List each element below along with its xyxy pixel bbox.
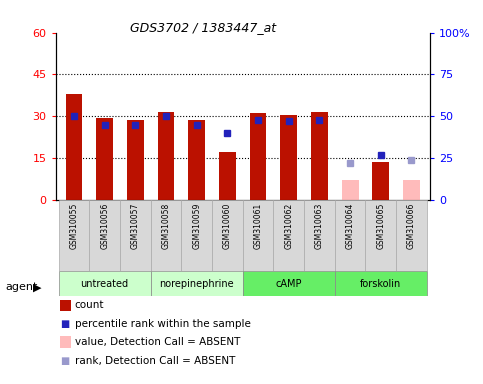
Bar (335, 271, 427, 296)
Bar (335, 200, 366, 271)
Text: agent: agent (6, 282, 38, 292)
Bar (127, 120, 144, 200)
Bar (372, 162, 389, 200)
Text: norepinephrine: norepinephrine (159, 279, 234, 289)
Text: GSM310055: GSM310055 (70, 202, 78, 249)
Text: GSM310065: GSM310065 (376, 202, 385, 249)
Text: GSM310063: GSM310063 (315, 202, 324, 249)
Bar (96, 118, 113, 200)
Bar (58, 271, 151, 296)
Text: untreated: untreated (81, 279, 128, 289)
Text: GSM310059: GSM310059 (192, 202, 201, 249)
Text: GSM310064: GSM310064 (346, 202, 355, 249)
Bar (219, 152, 236, 200)
Bar (311, 112, 328, 200)
Bar (188, 120, 205, 200)
Bar (66, 94, 83, 200)
Bar (273, 200, 304, 271)
Bar (403, 180, 420, 200)
Text: GDS3702 / 1383447_at: GDS3702 / 1383447_at (130, 21, 276, 34)
Text: value, Detection Call = ABSENT: value, Detection Call = ABSENT (75, 337, 240, 347)
Bar (58, 200, 89, 271)
Text: ■: ■ (60, 356, 70, 366)
Bar (250, 113, 267, 200)
Bar (89, 200, 120, 271)
Text: cAMP: cAMP (275, 279, 302, 289)
Text: forskolin: forskolin (360, 279, 401, 289)
Bar (151, 271, 243, 296)
Text: GSM310061: GSM310061 (254, 202, 263, 249)
Bar (157, 112, 174, 200)
Text: ■: ■ (60, 319, 70, 329)
Text: GSM310060: GSM310060 (223, 202, 232, 249)
Text: count: count (75, 300, 104, 310)
Bar (120, 200, 151, 271)
Text: ▶: ▶ (33, 282, 42, 292)
Bar (181, 200, 212, 271)
Bar (243, 200, 273, 271)
Text: percentile rank within the sample: percentile rank within the sample (75, 319, 251, 329)
Bar (243, 271, 335, 296)
Bar (366, 200, 396, 271)
Text: GSM310058: GSM310058 (161, 202, 170, 249)
Text: GSM310062: GSM310062 (284, 202, 293, 249)
Text: GSM310066: GSM310066 (407, 202, 416, 249)
Text: GSM310056: GSM310056 (100, 202, 109, 249)
Text: rank, Detection Call = ABSENT: rank, Detection Call = ABSENT (75, 356, 235, 366)
Bar (212, 200, 243, 271)
Text: GSM310057: GSM310057 (131, 202, 140, 249)
Bar (304, 200, 335, 271)
Bar (151, 200, 181, 271)
Bar (396, 200, 427, 271)
Bar (280, 115, 297, 200)
Bar (341, 180, 358, 200)
